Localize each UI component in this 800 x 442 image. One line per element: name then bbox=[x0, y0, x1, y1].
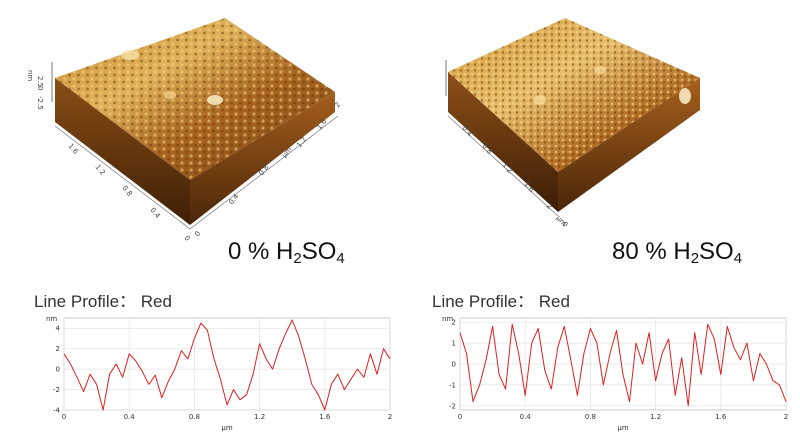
x-tick-label: 0.8 bbox=[585, 413, 596, 421]
y-tick-label: 1.6 bbox=[66, 142, 80, 156]
x-tick-label: 1.2 bbox=[650, 413, 661, 421]
afm-panel-right: 0.4 0.8 1.2 1.6 2 µm 0 80 % H2SO4 bbox=[400, 0, 800, 280]
z-tick-label: -2.5 bbox=[36, 96, 44, 110]
x-tick-label: 2 bbox=[333, 101, 342, 109]
x-tick-label: 1.2 bbox=[254, 413, 265, 421]
x-tick-label: 1.6 bbox=[715, 413, 727, 421]
y-axis bbox=[447, 115, 559, 217]
y-tick-label: 0.4 bbox=[148, 206, 162, 220]
surface-peak bbox=[164, 91, 176, 99]
y-tick-label: 2 bbox=[452, 319, 456, 327]
y-tick-label: 0 bbox=[182, 234, 191, 243]
y-axis-label: nm bbox=[46, 315, 57, 323]
surface-texture bbox=[55, 18, 335, 180]
surface-peak bbox=[121, 50, 139, 60]
y-axis-label: nm bbox=[442, 315, 453, 323]
afm-3d-surface-left: nm 2.5 0 -2.5 0 0.4 0.8 1.2 1.6 0 0.4 0.… bbox=[26, 18, 342, 243]
plot-area bbox=[63, 317, 391, 411]
line-profile-chart-left: 0 0.4 0.8 1.2 1.6 2 4 2 0 -2 -4 nm µm bbox=[46, 315, 392, 432]
surface-peak bbox=[594, 66, 606, 74]
surface-texture bbox=[448, 18, 700, 172]
x-tick-label: 0.8 bbox=[189, 413, 200, 421]
x-tick-label: 2 bbox=[388, 413, 392, 421]
z-tick-label: 0 bbox=[36, 86, 44, 90]
x-tick-label: 0.4 bbox=[124, 413, 136, 421]
afm-3d-surface-right: 0.4 0.8 1.2 1.6 2 µm 0 bbox=[445, 18, 700, 229]
surface-caption-right: 80 % H2SO4 bbox=[612, 238, 743, 267]
x-tick-label: 0 bbox=[62, 413, 66, 421]
x-axis-label: µm bbox=[221, 424, 232, 432]
x-axis bbox=[189, 115, 339, 230]
y-tick-label: 2 bbox=[544, 202, 553, 211]
x-tick-label: 0.4 bbox=[520, 413, 532, 421]
x-tick-label: 0 bbox=[193, 230, 202, 238]
series-line-red bbox=[459, 323, 787, 407]
series-line-red bbox=[63, 319, 391, 411]
line-profile-title-left: Line Profile： Red bbox=[34, 292, 172, 311]
surface-peak bbox=[679, 88, 691, 104]
y-tick-label: 4 bbox=[56, 325, 61, 333]
surface-right-face bbox=[558, 78, 700, 212]
afm-panel-left: nm 2.5 0 -2.5 0 0.4 0.8 1.2 1.6 0 0.4 0.… bbox=[0, 0, 400, 280]
y-tick-label: 0 bbox=[560, 220, 569, 229]
y-tick-label: -2 bbox=[449, 402, 456, 410]
y-tick-label: 0.8 bbox=[120, 184, 133, 198]
x-axis-label: µm bbox=[617, 424, 628, 432]
surface-caption-left: 0 % H2SO4 bbox=[228, 238, 345, 267]
y-tick-label: -2 bbox=[53, 386, 60, 394]
surface-right-face bbox=[190, 92, 335, 225]
y-tick-label: 0 bbox=[56, 366, 60, 374]
x-tick-label: 1.6 bbox=[319, 413, 331, 421]
y-tick-label: 0 bbox=[452, 361, 456, 369]
line-profile-title-right: Line Profile： Red bbox=[432, 292, 570, 311]
line-profile-chart-right: 0 0.4 0.8 1.2 1.6 2 2 1 0 -1 -2 nm µm bbox=[442, 315, 788, 432]
z-unit-label: nm bbox=[26, 70, 34, 81]
surface-peak bbox=[534, 95, 546, 105]
y-axis bbox=[54, 125, 191, 230]
x-tick-label: 0 bbox=[458, 413, 462, 421]
surface-front-face bbox=[448, 72, 558, 212]
y-tick-label: -1 bbox=[449, 381, 456, 389]
y-tick-label: -4 bbox=[53, 407, 61, 415]
surface-peak bbox=[207, 95, 223, 105]
x-tick-label: 2 bbox=[784, 413, 788, 421]
y-tick-label: 1.2 bbox=[93, 163, 106, 177]
y-tick-label: 1 bbox=[452, 340, 456, 348]
surface-front-face bbox=[55, 78, 190, 225]
z-tick-label: 2.5 bbox=[36, 76, 44, 87]
y-tick-label: 2 bbox=[56, 345, 60, 353]
